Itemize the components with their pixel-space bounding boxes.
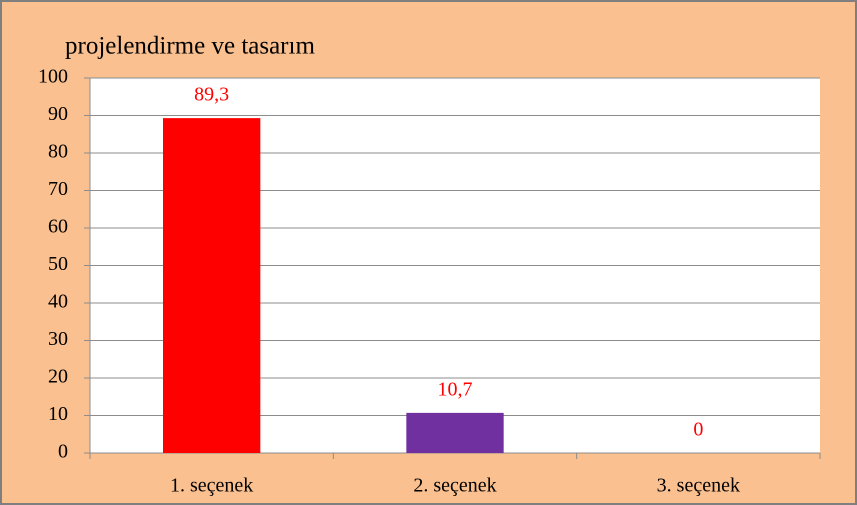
y-tick-label: 100 — [38, 66, 68, 88]
y-tick-label: 70 — [48, 178, 68, 200]
y-tick-label: 60 — [48, 216, 68, 238]
y-tick-label: 80 — [48, 141, 68, 163]
bar — [406, 412, 504, 453]
y-tick-label: 40 — [48, 291, 68, 313]
x-tick-label: 3. seçenek — [657, 475, 740, 497]
x-tick-label: 1. seçenek — [170, 475, 253, 497]
x-tick-label: 2. seçenek — [413, 475, 496, 497]
y-tick-label: 30 — [48, 328, 68, 350]
bar — [163, 118, 261, 453]
data-label: 0 — [693, 419, 703, 441]
data-label: 89,3 — [194, 84, 229, 106]
y-tick-label: 90 — [48, 103, 68, 125]
data-label: 10,7 — [438, 378, 473, 400]
chart-title: projelendirme ve tasarım — [65, 33, 315, 60]
y-tick-label: 10 — [48, 403, 68, 425]
y-tick-label: 20 — [48, 366, 68, 388]
y-tick-label: 50 — [48, 253, 68, 275]
y-tick-label: 0 — [58, 441, 68, 463]
